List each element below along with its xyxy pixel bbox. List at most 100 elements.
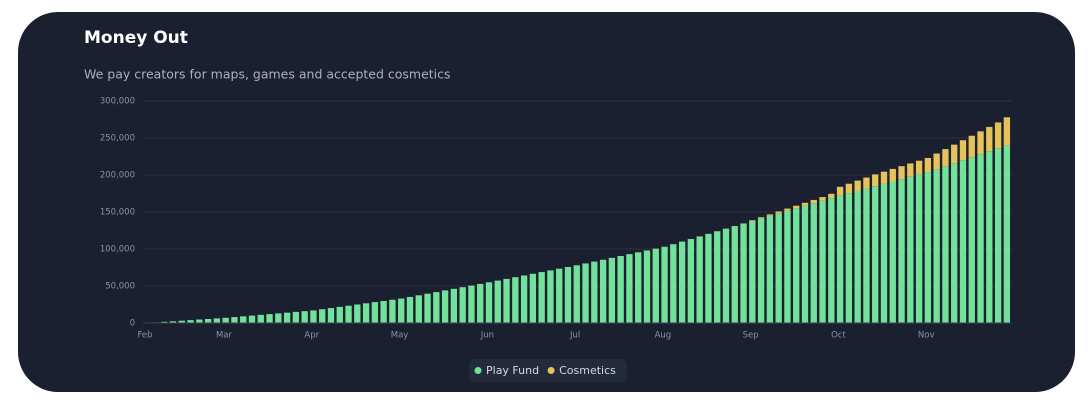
bar-segment <box>889 181 896 323</box>
bar-segment <box>564 266 572 323</box>
bar-segment <box>845 183 853 194</box>
bar-segment <box>266 314 273 323</box>
bar-segment <box>731 226 738 323</box>
bar-segment <box>863 188 870 323</box>
bar-segment <box>986 151 993 323</box>
bar-segment <box>415 295 422 323</box>
bar-segment <box>240 316 247 323</box>
bar-segment <box>749 220 756 323</box>
y-tick-label: 150,000 <box>100 208 135 218</box>
bar-segment <box>319 309 326 323</box>
bar-segment <box>793 205 800 209</box>
bar-segment <box>1003 145 1011 323</box>
bar-segment <box>196 319 203 323</box>
x-tick-label: Mar <box>216 331 233 341</box>
legend-swatch[interactable] <box>547 367 555 374</box>
bar-segment <box>863 177 870 189</box>
bar-segment <box>968 135 975 158</box>
bar-segment <box>836 186 844 196</box>
bar-segment <box>556 268 563 323</box>
bar-segment <box>257 314 264 323</box>
bar-segment <box>161 321 168 323</box>
bar-segment <box>301 311 308 323</box>
bar-segment <box>459 287 466 323</box>
bar-segment <box>354 304 361 323</box>
bar-segment <box>722 228 730 323</box>
bar-segment <box>994 148 1002 323</box>
bar-segment <box>573 265 580 323</box>
bar-segment <box>424 293 431 323</box>
bar-segment <box>757 217 765 219</box>
bar-segment <box>749 220 756 221</box>
bar-segment <box>986 126 993 152</box>
bar-segment <box>591 261 598 323</box>
bar-segment <box>336 306 343 323</box>
bar-segment <box>933 169 940 323</box>
bar-segment <box>951 163 958 323</box>
bar-segment <box>652 248 659 323</box>
bar-segment <box>810 203 817 323</box>
bar-segment <box>450 288 458 323</box>
legend-label[interactable]: Cosmetics <box>559 364 616 377</box>
bar-segment <box>714 231 721 323</box>
x-tick-label: Feb <box>137 331 152 341</box>
x-tick-label: Jul <box>569 331 580 341</box>
bar-segment <box>187 320 194 323</box>
bar-segment <box>389 299 396 323</box>
bar-segment <box>819 200 826 323</box>
bar-segment <box>959 140 967 161</box>
y-tick-label: 300,000 <box>100 97 135 107</box>
y-tick-label: 100,000 <box>100 245 135 255</box>
bar-segment <box>889 168 896 182</box>
bar-segment <box>898 179 905 323</box>
bar-segment <box>819 197 826 201</box>
bar-segment <box>907 176 914 323</box>
bar-segment <box>547 270 554 323</box>
bar-segment <box>854 180 861 191</box>
chart-subtitle: We pay creators for maps, games and acce… <box>84 67 451 82</box>
x-tick-label: Sep <box>743 331 759 341</box>
bar-segment <box>292 311 300 323</box>
bar-segment <box>872 186 879 323</box>
legend-label[interactable]: Play Fund <box>486 364 539 377</box>
bar-segment <box>520 275 528 323</box>
bar-segment <box>599 259 607 323</box>
bar-segment <box>345 305 352 323</box>
bar-segment <box>678 241 686 323</box>
bar-segment <box>213 318 221 323</box>
x-tick-label: Nov <box>918 331 935 341</box>
bar-segment <box>740 223 747 323</box>
y-tick-label: 200,000 <box>100 171 135 181</box>
bar-segment <box>485 282 493 323</box>
bar-segment <box>696 236 703 323</box>
x-tick-label: Jun <box>480 331 494 341</box>
chart-title: Money Out <box>84 28 188 48</box>
bar-segment <box>608 257 616 323</box>
legend-swatch[interactable] <box>474 367 482 374</box>
bar-segment <box>994 122 1002 149</box>
bar-segment <box>283 312 291 323</box>
bar-segment <box>942 149 949 167</box>
bar-segment <box>643 250 651 323</box>
bar-segment <box>494 280 501 323</box>
bar-segment <box>880 171 888 184</box>
x-tick-label: May <box>391 331 409 341</box>
bar-segment <box>380 300 387 323</box>
bar-segment <box>661 246 668 323</box>
bar-segment <box>204 319 212 323</box>
bar-segment <box>538 272 545 323</box>
bar-segment <box>828 193 835 199</box>
bar-segment <box>959 160 967 323</box>
bar-segment <box>248 315 256 323</box>
bar-segment <box>784 208 791 211</box>
bar-segment <box>898 166 905 180</box>
bar-segment <box>880 183 888 323</box>
bar-segment <box>529 273 537 323</box>
bar-segment <box>503 278 510 323</box>
bar-segment <box>775 211 782 214</box>
bar-segment <box>793 208 800 323</box>
bar-segment <box>845 193 853 323</box>
bar-segment <box>907 163 914 177</box>
y-tick-label: 50,000 <box>105 282 135 292</box>
